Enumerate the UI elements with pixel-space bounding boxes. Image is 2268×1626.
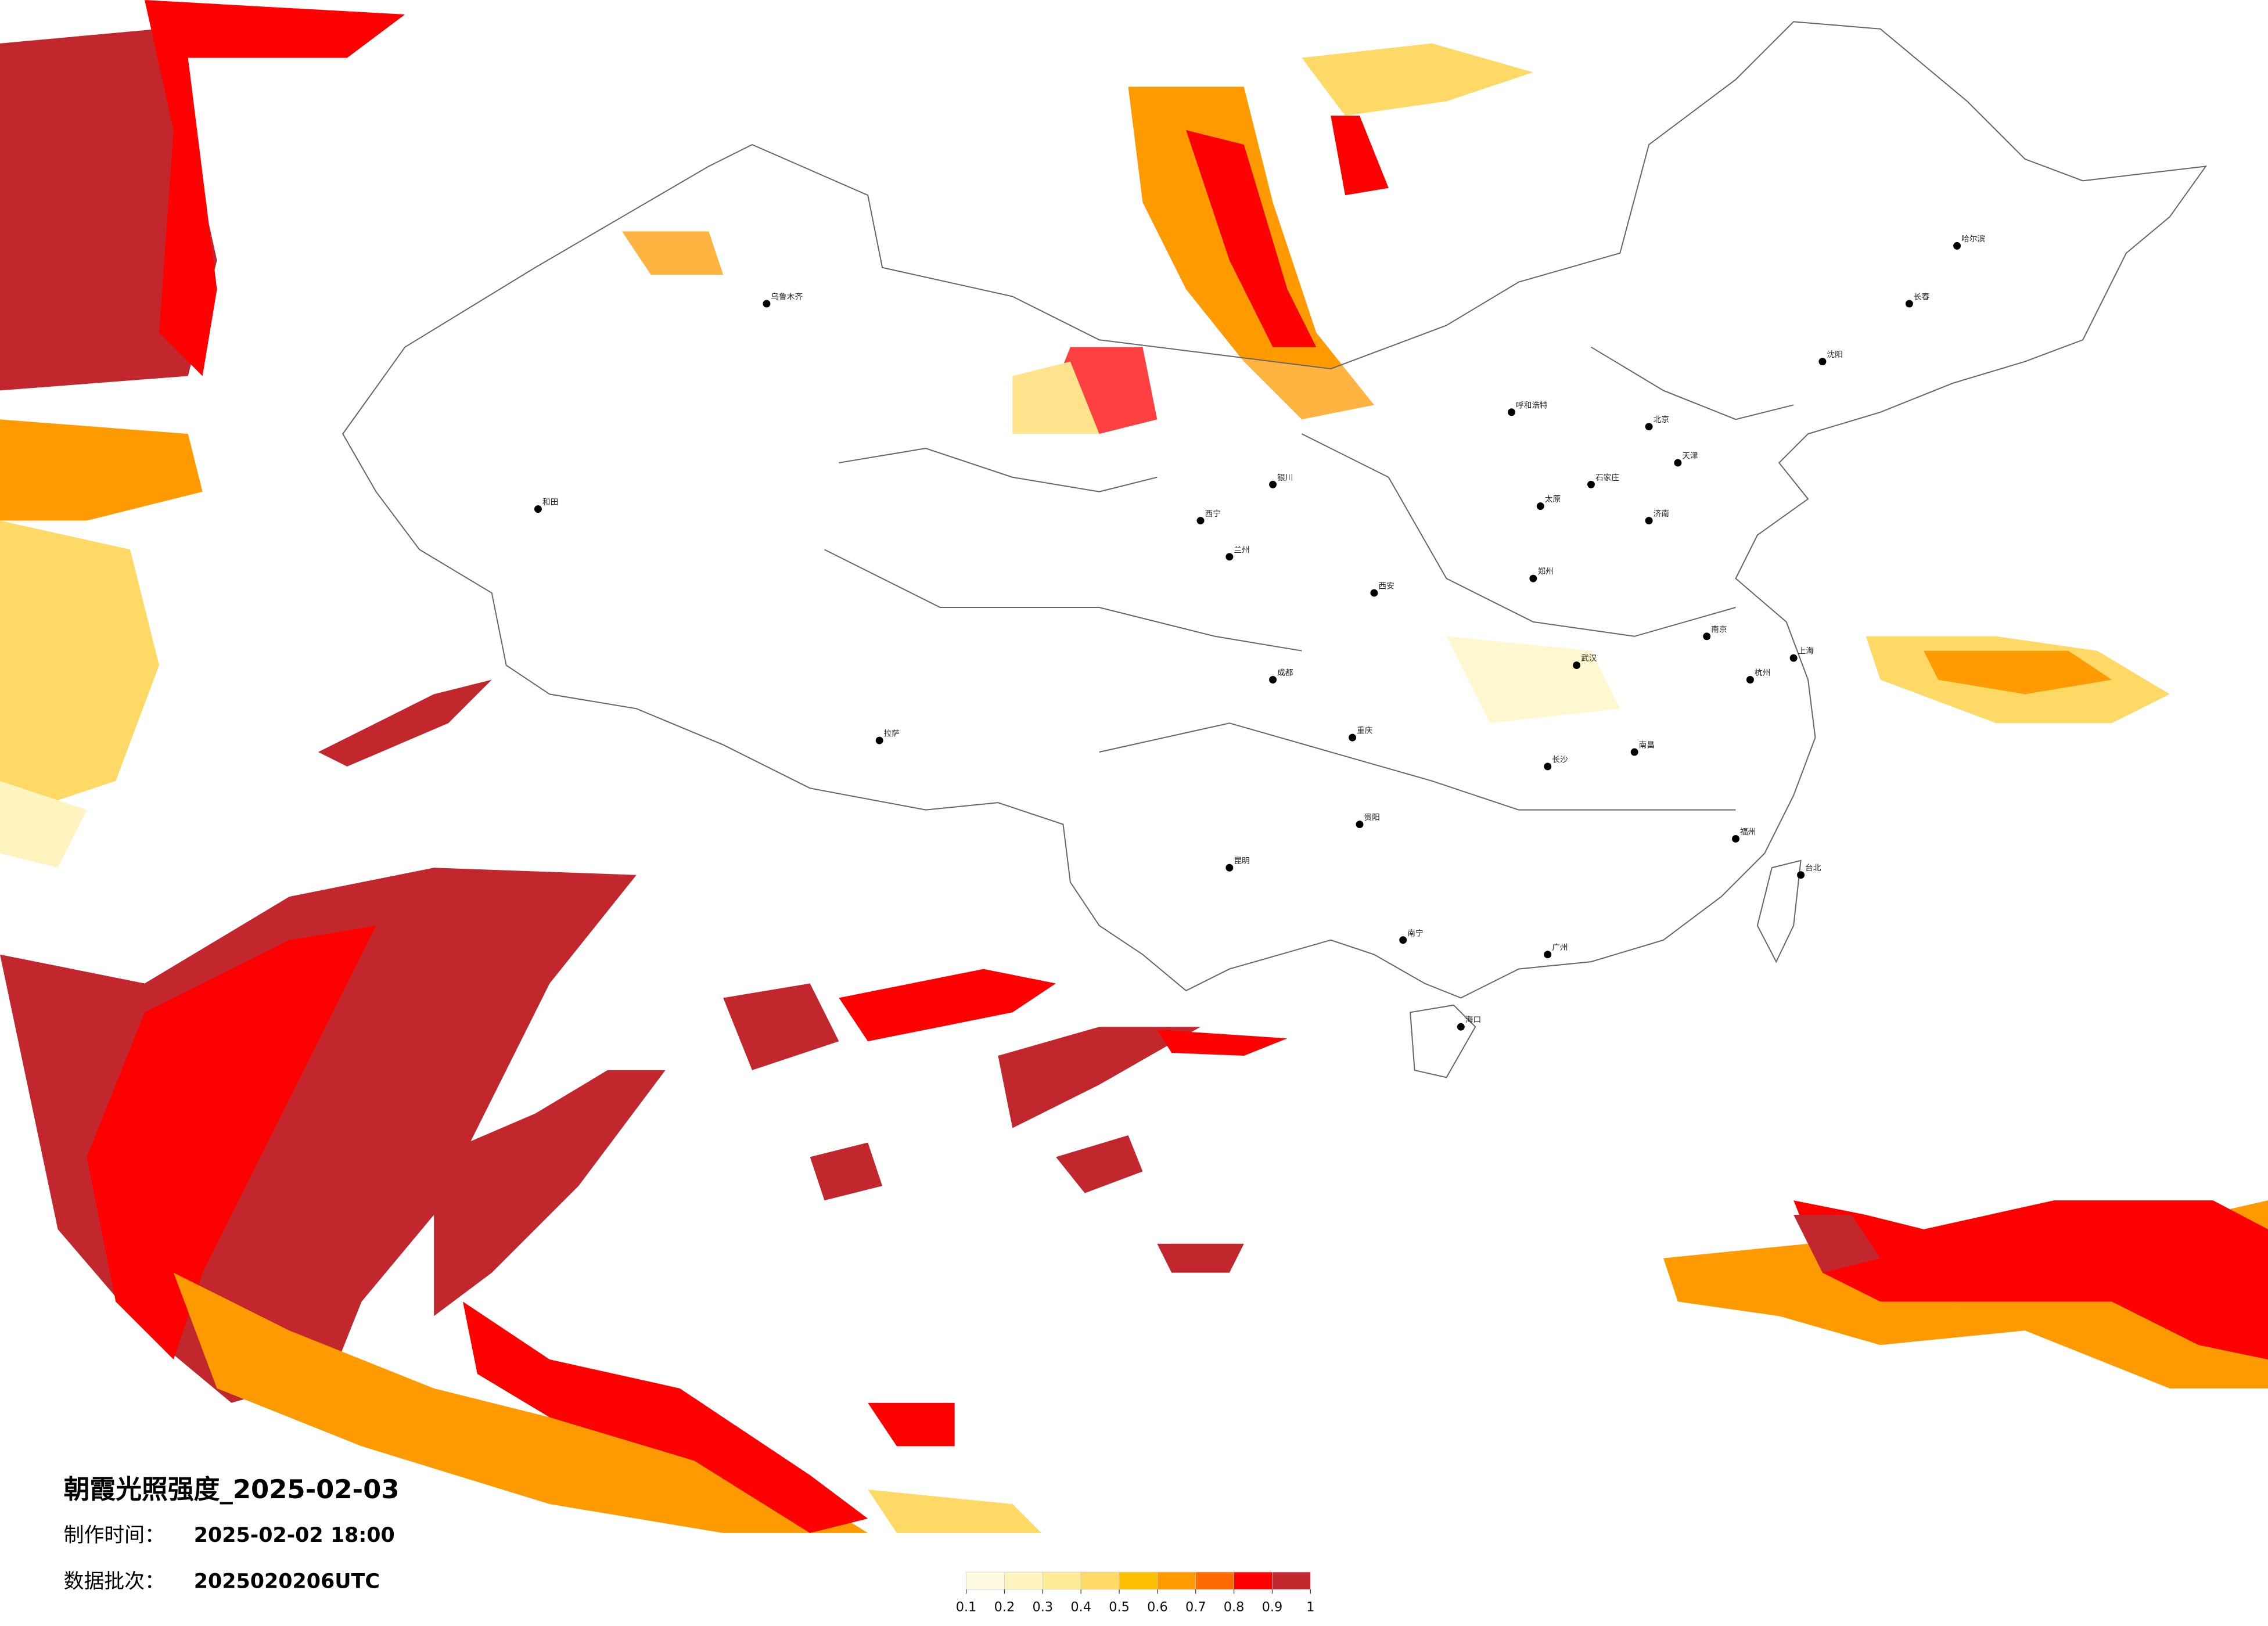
city-dot (1508, 408, 1515, 416)
city-dot (1269, 480, 1277, 488)
city-label: 天津 (1682, 451, 1698, 461)
city-dot (1399, 936, 1407, 944)
city-dot (1587, 480, 1595, 488)
colorbar-box (1234, 1571, 1273, 1590)
city-dot (1370, 589, 1378, 597)
colorbar-box (1042, 1571, 1081, 1590)
city-dot (1789, 654, 1798, 662)
city-dot (1544, 762, 1552, 771)
colorbar-tick-label: 0.9 (1262, 1599, 1283, 1614)
colorbar-tick-label: 0.2 (994, 1599, 1015, 1614)
city-dot (1544, 951, 1552, 959)
city-label: 长春 (1914, 293, 1930, 302)
city-label: 沈阳 (1827, 350, 1842, 359)
city-dot (1269, 676, 1277, 684)
city-label: 成都 (1277, 668, 1293, 678)
boundary (342, 21, 2208, 1078)
city-dot (1529, 574, 1537, 582)
city-label: 太原 (1545, 495, 1561, 504)
city-label: 北京 (1654, 415, 1669, 425)
city-dot (1573, 661, 1581, 670)
colorbar-box (1195, 1571, 1234, 1590)
city-label: 长沙 (1552, 755, 1568, 764)
city-label: 和田 (542, 498, 558, 507)
made-time: 2025-02-02 18:00 (194, 1524, 395, 1547)
city-dot (1905, 300, 1913, 308)
colorbar-tick-label: 0.5 (1109, 1599, 1130, 1614)
city-label: 南京 (1711, 625, 1727, 634)
city-dot (1797, 871, 1805, 879)
city-label: 兰州 (1234, 545, 1249, 555)
city-dot (1732, 834, 1739, 843)
colorbar-box (1080, 1571, 1120, 1590)
city-label: 海口 (1465, 1016, 1481, 1025)
city-dot (875, 736, 883, 744)
city-dot (1645, 423, 1653, 431)
city-label: 上海 (1798, 647, 1814, 656)
city-label: 郑州 (1537, 567, 1553, 577)
city-label: 济南 (1654, 509, 1669, 519)
map-title: 朝霞光照强度_2025-02-03 (64, 1474, 400, 1505)
colorbar-tick-label: 0.8 (1224, 1599, 1245, 1614)
city-label: 武汉 (1581, 654, 1597, 663)
city-label: 昆明 (1234, 857, 1249, 866)
city-label: 乌鲁木齐 (771, 293, 803, 302)
city-dot (1674, 459, 1682, 467)
intensity-field (0, 0, 2268, 1533)
city-label: 福州 (1740, 828, 1756, 837)
city-dot (1746, 676, 1754, 684)
made-label: 制作时间： (64, 1524, 165, 1547)
city-label: 西宁 (1205, 509, 1221, 519)
colorbar-tick-label: 0.3 (1033, 1599, 1054, 1614)
city-dot (1703, 632, 1711, 641)
city-label: 银川 (1277, 473, 1293, 483)
city-dot (1225, 553, 1234, 561)
colorbar-tick-label: 0.7 (1185, 1599, 1206, 1614)
cities: 乌鲁木齐和田拉萨西宁兰州银川呼和浩特北京天津石家庄太原济南西安郑州武汉成都重庆长… (534, 235, 1985, 1031)
city-dot (1953, 242, 1961, 250)
city-dot (1225, 864, 1234, 872)
colorbar-box (1119, 1571, 1158, 1590)
city-label: 贵阳 (1364, 813, 1379, 822)
city-dot (763, 300, 771, 308)
colorbar-tick-label: 1 (1306, 1599, 1314, 1614)
colorbar-box (1272, 1571, 1311, 1590)
colorbar: 0.1 0.2 0.3 0.4 0.5 0.6 0.7 0.8 0.9 1 (956, 1571, 1314, 1614)
city-label: 呼和浩特 (1516, 401, 1548, 410)
colorbar-box (966, 1571, 1005, 1590)
city-dot (1536, 502, 1544, 510)
city-dot (1457, 1023, 1465, 1031)
city-label: 南宁 (1407, 928, 1423, 938)
colorbar-box (1157, 1571, 1196, 1590)
colorbar-tick-label: 0.6 (1147, 1599, 1168, 1614)
city-label: 南昌 (1639, 741, 1655, 750)
colorbar-box (1004, 1571, 1043, 1590)
city-dot (534, 505, 542, 513)
city-dot (1630, 748, 1638, 756)
batch: 2025020206UTC (194, 1570, 380, 1593)
colorbar-tick-label: 0.4 (1070, 1599, 1091, 1614)
colorbar-tick-label: 0.1 (956, 1599, 977, 1614)
city-label: 拉萨 (884, 729, 900, 739)
city-dot (1356, 821, 1364, 829)
city-label: 西安 (1378, 582, 1394, 591)
city-label: 广州 (1552, 943, 1568, 952)
city-dot (1349, 733, 1357, 742)
batch-label: 数据批次： (64, 1570, 165, 1593)
city-label: 重庆 (1357, 726, 1373, 736)
city-dot (1645, 517, 1653, 525)
city-label: 石家庄 (1595, 473, 1619, 483)
city-label: 哈尔滨 (1961, 235, 1985, 244)
city-label: 杭州 (1755, 668, 1770, 678)
city-dot (1818, 358, 1827, 366)
city-dot (1196, 517, 1205, 525)
city-label: 台北 (1805, 864, 1821, 873)
